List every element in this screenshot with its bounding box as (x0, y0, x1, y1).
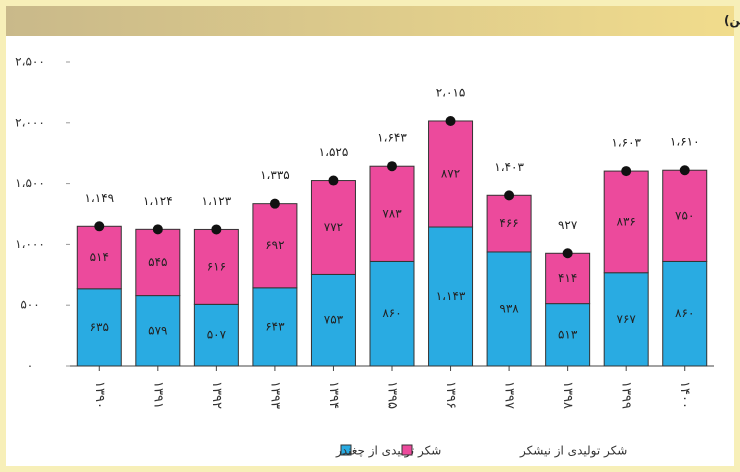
total-marker (94, 221, 105, 232)
legend-swatch (340, 444, 352, 456)
y-tick-label: ۱،۵۰۰ (15, 176, 45, 190)
total-marker (562, 248, 573, 259)
bar-segment (135, 295, 181, 367)
bar-segment (369, 165, 415, 262)
bar-segment (486, 251, 532, 367)
y-tick-label: ۲،۰۰۰ (15, 115, 45, 129)
bar-segment (76, 225, 122, 290)
value-label: ۸۳۶ (617, 214, 636, 228)
value-label: ۸۶۰ (675, 306, 694, 320)
total-marker (504, 190, 515, 201)
total-label: ۱،۶۰۳ (611, 136, 641, 150)
value-label: ۷۵۳ (324, 313, 344, 327)
bar-segment (135, 228, 181, 297)
y-tick-label: ۱،۰۰۰ (15, 237, 45, 251)
x-tick-label: ۱۳۹۱ (150, 381, 165, 409)
total-label: ۱،۶۱۰ (670, 135, 700, 149)
x-tick-label: ۱۳۹۲ (209, 381, 224, 409)
bar-segment (545, 303, 591, 367)
x-tick-label: ۱۳۹۰ (92, 381, 107, 409)
total-marker (621, 166, 632, 177)
bar-segment (193, 228, 239, 305)
y-tick-label: ۲،۵۰۰ (15, 55, 45, 69)
value-label: ۵۷۹ (148, 323, 167, 337)
bar-segment (603, 170, 649, 274)
x-tick-label: ۱۳۹۵ (385, 381, 400, 409)
total-marker (445, 115, 456, 126)
value-label: ۵۱۳ (558, 327, 578, 341)
x-tick-label: ۱۳۹۸ (560, 381, 575, 409)
bar-segment (310, 180, 356, 275)
x-tick-label: ۱۴۰۰ (677, 381, 692, 409)
total-label: ۱،۶۴۳ (377, 131, 407, 145)
total-marker (387, 161, 397, 172)
value-label: ۵۰۷ (207, 328, 227, 342)
total-label: ۱،۵۲۵ (319, 145, 349, 159)
legend-label: شکر تولیدی از چغندر (335, 444, 441, 459)
x-tick-label: ۱۳۹۷ (502, 381, 517, 409)
value-label: ۴۱۴ (558, 271, 577, 285)
value-label: ۵۱۴ (90, 250, 109, 264)
total-label: ۱،۱۲۴ (143, 194, 173, 208)
value-label: ۷۷۲ (324, 220, 343, 234)
bar-segment (603, 272, 649, 367)
value-label: ۵۴۵ (148, 255, 167, 269)
total-label: ۱،۴۰۳ (494, 160, 524, 174)
value-label: ۶۱۶ (207, 259, 226, 273)
x-tick-label: ۱۳۹۳ (267, 381, 282, 409)
value-label: ۶۳۵ (90, 320, 109, 334)
value-label: ۱،۱۴۳ (436, 289, 466, 303)
total-marker (328, 175, 339, 186)
bar-segment (545, 252, 591, 305)
bar-segment (76, 288, 122, 367)
value-label: ۴۶۶ (499, 216, 518, 230)
total-label: ۲،۰۱۵ (436, 85, 466, 99)
value-label: ۷۵۰ (675, 208, 694, 222)
value-label: ۷۸۳ (382, 206, 402, 220)
value-label: ۸۶۰ (382, 306, 401, 320)
y-tick-label: ۵۰۰ (20, 298, 39, 312)
header-bar (6, 6, 734, 36)
bar-segment (662, 169, 708, 262)
bar-segment (369, 260, 415, 367)
value-label: ۹۳۸ (499, 301, 519, 315)
legend-swatch (401, 444, 413, 456)
value-label: ۶۹۲ (265, 238, 284, 252)
bar-segment (310, 273, 356, 367)
bar-segment (428, 120, 474, 228)
x-tick-label: ۱۳۹۴ (326, 381, 341, 409)
total-label: ۹۲۷ (558, 218, 578, 232)
value-label: ۷۶۷ (617, 312, 637, 326)
total-label: ۱،۳۳۵ (260, 168, 290, 182)
bar-segment (486, 194, 532, 253)
total-marker (152, 224, 163, 235)
bar-segment (428, 226, 474, 367)
bar-segment (662, 260, 708, 367)
total-label: ۱،۱۴۹ (84, 191, 114, 205)
total-marker (269, 198, 280, 209)
chart-title: نمودار ۹- میزان تولید شکر در ایران به تف… (724, 14, 740, 29)
total-marker (211, 224, 222, 235)
x-tick-label: ۱۳۹۶ (443, 381, 458, 409)
y-tick-label: ۰ (27, 359, 33, 373)
bar-segment (193, 303, 239, 367)
total-label: ۱،۱۲۳ (202, 194, 232, 208)
legend-label: شکر تولیدی از نیشکر (519, 444, 627, 459)
value-label: ۸۷۲ (441, 166, 460, 180)
total-marker (679, 165, 690, 176)
value-label: ۶۴۳ (265, 319, 285, 333)
bar-segment (252, 203, 298, 289)
x-tick-label: ۱۳۹۹ (619, 381, 634, 409)
